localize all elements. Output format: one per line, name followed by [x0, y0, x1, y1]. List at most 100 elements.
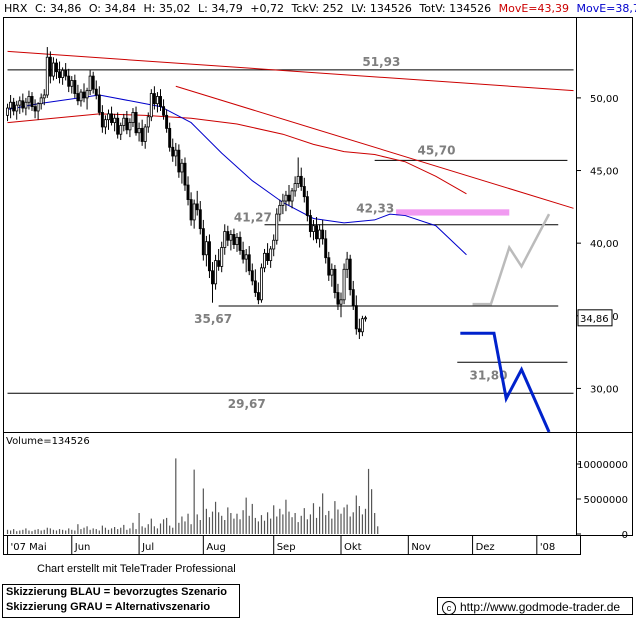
candle-body	[308, 215, 312, 232]
candle-body	[189, 199, 193, 221]
candle-body	[116, 117, 120, 135]
time-tick-label: '07 Mai	[11, 542, 47, 553]
header-last-volume: LV: 134526	[351, 2, 412, 15]
candle-body	[250, 270, 254, 282]
candle-body	[51, 62, 55, 77]
candle-body	[45, 56, 49, 96]
header-total-volume: TotV: 134526	[418, 2, 491, 15]
candle-body	[229, 234, 233, 241]
candle-body	[287, 194, 291, 202]
candle-body	[79, 91, 83, 102]
volume-tick-label: 5000000	[583, 495, 628, 506]
time-tick-label: Nov	[411, 542, 431, 553]
candle-body	[177, 149, 181, 173]
candle-body	[165, 114, 169, 129]
candle-body	[82, 91, 86, 99]
candle-body	[155, 96, 159, 105]
candle-body	[76, 93, 80, 102]
header-ma-red: MovE=43,39	[499, 2, 569, 15]
candle-body	[195, 203, 199, 211]
last-price-label: 34,86	[580, 314, 609, 325]
candle-body	[24, 101, 28, 109]
candle-body	[186, 184, 190, 200]
candle-body	[241, 250, 245, 260]
candle-body	[91, 75, 95, 90]
price-tick-label: 45,00	[590, 167, 619, 178]
candle-body	[122, 117, 126, 126]
candle-body	[339, 299, 343, 305]
candle-body	[42, 94, 46, 99]
candle-body	[333, 268, 337, 293]
candle-body	[360, 318, 364, 333]
header-symbol: HRX	[4, 2, 28, 15]
header-close: C: 34,86	[35, 2, 81, 15]
level-label: 31,80	[470, 368, 508, 382]
candle-body	[351, 289, 355, 307]
candle-body	[275, 213, 279, 241]
candle-body	[64, 69, 68, 77]
candle-body	[15, 104, 19, 112]
candle-body	[159, 96, 162, 108]
candle-body	[97, 94, 101, 113]
level-label: 42,33	[356, 201, 394, 215]
candle-body	[180, 162, 184, 173]
candle-body	[140, 127, 144, 142]
candle-body	[6, 107, 10, 116]
copyright-icon: c	[442, 600, 456, 615]
candle-body	[27, 96, 31, 103]
candle-body	[253, 280, 257, 293]
candle-body	[88, 75, 92, 92]
time-tick-label: Sep	[277, 542, 296, 553]
time-tick-label: Jun	[74, 542, 91, 553]
volume-axis-panel	[576, 432, 633, 536]
scenario-legend: Skizzierung BLAU = bevorzugtes Szenario …	[2, 584, 240, 618]
candle-body	[321, 229, 325, 240]
price-tick-label: 50,00	[590, 94, 619, 105]
candle-body	[21, 100, 25, 109]
header-tick-volume: TckV: 252	[291, 2, 344, 15]
candle-body	[110, 113, 114, 123]
candle-body	[18, 100, 22, 106]
candle-body	[33, 106, 37, 112]
candle-body	[217, 260, 221, 267]
time-axis: '07 Mai Jun Jul Aug Sep Okt Nov Dez '08	[7, 535, 555, 554]
header-low: L: 34,79	[198, 2, 243, 15]
candle-body	[348, 258, 352, 291]
candle-body	[269, 248, 273, 261]
candle-body	[259, 267, 263, 301]
candle-body	[9, 101, 13, 109]
candle-body	[315, 225, 319, 240]
candle-body	[128, 122, 132, 131]
candle-body	[36, 103, 40, 112]
resistance-zone	[396, 209, 510, 216]
candle-body	[263, 252, 266, 269]
candle-body	[103, 119, 107, 128]
level-label: 35,67	[194, 312, 232, 326]
candle-body	[168, 127, 172, 148]
candle-body	[244, 254, 248, 260]
candle-body	[137, 127, 141, 134]
candle-body	[318, 229, 322, 240]
candle-body	[284, 194, 288, 202]
candle-body	[198, 209, 202, 230]
candle-body	[345, 258, 349, 270]
scenario-gray-path	[472, 213, 551, 306]
scenario-blue-path	[460, 331, 551, 433]
candle-body	[55, 62, 58, 73]
candle-body	[354, 305, 358, 330]
volume-panel	[3, 432, 577, 536]
candle-body	[61, 69, 65, 78]
candle-body	[299, 175, 303, 187]
candle-body	[327, 257, 331, 276]
trend-lines	[7, 50, 574, 209]
candle-body	[125, 117, 129, 131]
candle-body	[48, 56, 52, 77]
candle-body	[70, 80, 74, 87]
price-tick-label: 40,00	[590, 239, 619, 250]
chart-header: HRX C: 34,86 O: 34,84 H: 35,02 L: 34,79 …	[4, 2, 636, 15]
candle-body	[330, 268, 334, 276]
source-link[interactable]: c http://www.godmode-trader.de	[437, 597, 633, 615]
level-lines: 51,93 45,70 41,27 42,33 35,67 31,80 29,67	[7, 55, 574, 411]
source-url: http://www.godmode-trader.de	[460, 600, 621, 614]
